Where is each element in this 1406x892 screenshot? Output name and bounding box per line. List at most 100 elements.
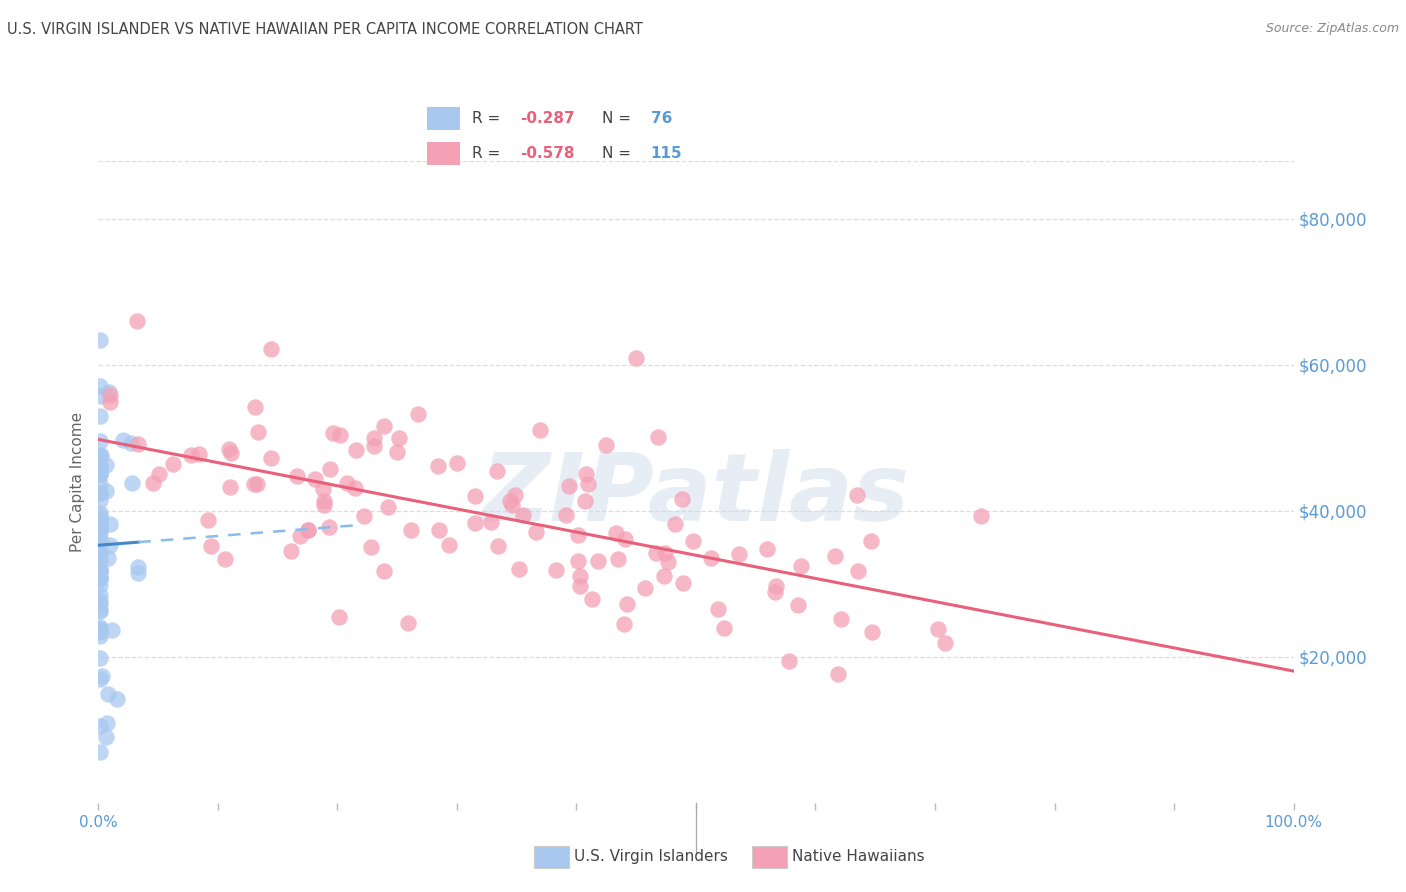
Point	[437, 538, 460, 552]
Text: N =: N =	[602, 146, 636, 161]
Point	[396, 616, 419, 631]
Point	[304, 472, 326, 486]
Point	[336, 476, 359, 491]
Point	[647, 429, 669, 443]
Point	[89, 513, 111, 527]
Point	[373, 418, 395, 433]
Text: N =: N =	[602, 112, 636, 126]
Point	[319, 462, 342, 476]
Point	[89, 651, 111, 665]
Point	[89, 467, 111, 481]
Point	[290, 529, 312, 543]
Point	[654, 546, 676, 560]
Point	[363, 439, 385, 453]
Point	[260, 342, 283, 356]
Point	[568, 579, 591, 593]
Point	[89, 548, 111, 562]
Point	[574, 493, 596, 508]
Point	[568, 569, 591, 583]
Point	[595, 438, 617, 452]
Point	[554, 508, 576, 523]
Point	[89, 521, 111, 535]
Point	[862, 624, 884, 639]
Point	[94, 484, 117, 499]
Point	[644, 546, 666, 560]
Point	[98, 516, 121, 531]
Point	[89, 516, 111, 531]
Text: 115: 115	[651, 146, 682, 161]
Point	[127, 566, 149, 580]
Point	[89, 434, 111, 448]
Point	[162, 457, 184, 471]
Point	[363, 431, 385, 445]
Point	[97, 550, 120, 565]
Point	[89, 409, 111, 423]
Text: U.S. Virgin Islanders: U.S. Virgin Islanders	[574, 849, 727, 863]
Point	[89, 333, 111, 347]
Point	[464, 489, 486, 503]
Point	[927, 622, 949, 636]
FancyBboxPatch shape	[427, 107, 460, 130]
Point	[755, 541, 778, 556]
Point	[713, 621, 735, 635]
Point	[544, 563, 567, 577]
Point	[671, 492, 693, 507]
Point	[934, 636, 956, 650]
Point	[98, 394, 122, 409]
Text: -0.287: -0.287	[520, 112, 575, 126]
Point	[260, 450, 283, 465]
Point	[671, 575, 693, 590]
Point	[314, 494, 336, 508]
Point	[89, 521, 111, 535]
Point	[567, 554, 589, 568]
Point	[970, 508, 993, 523]
Point	[89, 620, 111, 634]
Point	[89, 719, 111, 733]
Point	[89, 534, 111, 549]
FancyBboxPatch shape	[427, 142, 460, 165]
Point	[89, 521, 111, 535]
Point	[285, 469, 308, 483]
Point	[605, 526, 627, 541]
Point	[180, 449, 202, 463]
Text: ZIPatlas: ZIPatlas	[482, 449, 910, 541]
Point	[89, 536, 111, 550]
Point	[187, 447, 209, 461]
Point	[89, 622, 111, 636]
Point	[626, 351, 648, 365]
Point	[89, 517, 111, 532]
Point	[89, 673, 111, 687]
Point	[89, 545, 111, 559]
Point	[89, 492, 111, 507]
Point	[613, 616, 636, 631]
Point	[243, 400, 266, 414]
Point	[89, 571, 111, 585]
Point	[786, 598, 808, 612]
Point	[575, 467, 598, 481]
Point	[97, 688, 120, 702]
Point	[112, 433, 135, 447]
Point	[89, 460, 111, 475]
Point	[616, 597, 638, 611]
Point	[89, 477, 111, 491]
Point	[344, 443, 367, 458]
Point	[89, 450, 111, 464]
Point	[105, 692, 128, 706]
Point	[89, 518, 111, 533]
Point	[860, 534, 883, 549]
Point	[778, 654, 800, 668]
Point	[89, 450, 111, 464]
Point	[89, 461, 111, 475]
Point	[127, 436, 149, 450]
Point	[219, 445, 242, 459]
Point	[89, 629, 111, 643]
Point	[846, 488, 869, 502]
Point	[127, 314, 149, 328]
Point	[399, 524, 422, 538]
Point	[89, 547, 111, 561]
Point	[377, 500, 399, 514]
Point	[89, 604, 111, 618]
Point	[89, 602, 111, 616]
Point	[89, 464, 111, 478]
Point	[98, 538, 121, 552]
